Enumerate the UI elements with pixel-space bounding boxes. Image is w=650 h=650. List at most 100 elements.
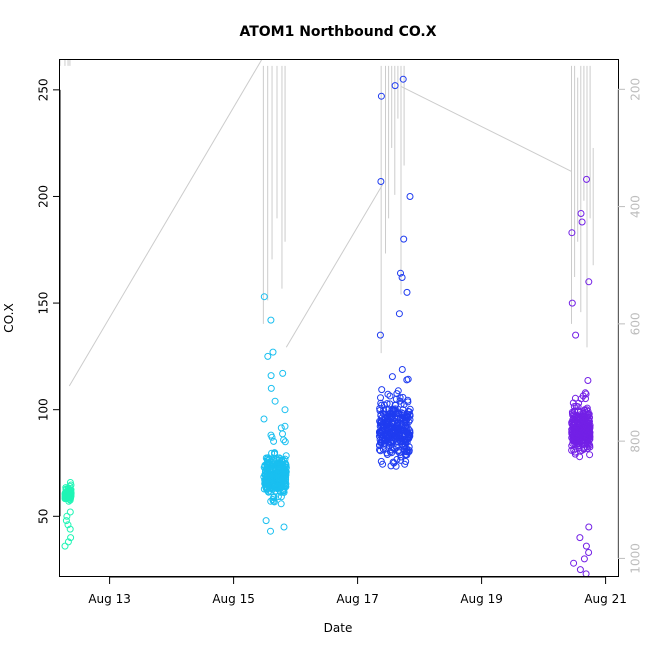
data-point — [391, 435, 399, 443]
data-point — [568, 420, 576, 428]
data-point — [578, 218, 586, 226]
y2-axis: 200 400 600 800 1000 — [617, 78, 643, 574]
data-point — [403, 425, 411, 433]
data-point — [266, 475, 274, 483]
data-point — [385, 429, 393, 437]
data-point — [64, 490, 72, 498]
data-point — [404, 434, 412, 442]
data-point — [280, 523, 288, 531]
data-point — [398, 274, 406, 281]
data-point — [573, 429, 581, 437]
data-point — [585, 278, 593, 286]
data-point — [267, 384, 275, 392]
data-point — [404, 448, 412, 456]
data-point — [576, 534, 584, 542]
data-point — [278, 473, 285, 481]
data-point — [395, 310, 403, 318]
data-point — [386, 392, 394, 400]
data-point — [586, 451, 594, 459]
data-point — [376, 405, 384, 412]
data-point — [394, 447, 402, 455]
data-point — [404, 411, 412, 419]
data-point — [282, 475, 290, 483]
data-point — [282, 471, 290, 479]
data-point — [264, 454, 272, 462]
data-point — [404, 430, 411, 438]
data-point — [576, 447, 584, 455]
data-point — [398, 366, 406, 373]
data-point — [388, 407, 396, 414]
data-point — [260, 293, 268, 301]
data-point — [393, 424, 400, 432]
data-point — [392, 438, 400, 446]
data-point — [571, 394, 579, 402]
y2-tick-label: 400 — [629, 195, 643, 218]
data-point — [279, 456, 287, 464]
data-point — [391, 82, 399, 90]
data-point — [377, 457, 385, 465]
data-point — [400, 401, 408, 408]
data-point — [376, 446, 383, 454]
data-point — [261, 480, 269, 488]
data-point — [382, 417, 390, 425]
data-point — [582, 416, 590, 424]
data-point — [392, 432, 400, 439]
data-point — [577, 210, 585, 217]
x-tick-label: Aug 21 — [584, 592, 627, 606]
data-point — [575, 444, 583, 452]
y2-tick-label: 600 — [629, 312, 643, 335]
data-point — [581, 432, 589, 440]
data-point — [277, 482, 285, 490]
data-point — [574, 407, 582, 415]
data-point — [260, 415, 268, 423]
data-point — [279, 430, 286, 438]
y2-tick-label: 200 — [629, 78, 643, 101]
data-point — [262, 517, 270, 525]
data-point — [66, 525, 74, 533]
overlay-line — [400, 85, 572, 172]
data-point — [260, 463, 268, 471]
data-point — [585, 523, 593, 531]
x-axis: Aug 13 Aug 15 Aug 17 Aug 19 Aug 21 — [88, 576, 627, 606]
overlay-line — [285, 184, 383, 348]
data-point — [580, 445, 588, 453]
data-point — [280, 467, 288, 474]
data-point — [267, 431, 275, 439]
data-point — [281, 460, 289, 468]
data-point — [569, 411, 577, 419]
data-point — [388, 436, 395, 444]
data-point — [404, 396, 412, 404]
data-point — [265, 456, 273, 464]
data-point — [388, 449, 396, 457]
data-point — [276, 481, 284, 488]
x-axis-label: Date — [324, 621, 353, 635]
data-point — [574, 419, 582, 427]
data-point — [393, 390, 401, 398]
data-point — [66, 508, 74, 516]
data-point — [277, 493, 285, 501]
data-point — [281, 472, 289, 480]
data-point — [271, 397, 279, 405]
data-point — [571, 427, 579, 435]
data-point — [391, 405, 399, 413]
data-point — [281, 422, 289, 430]
data-point — [403, 376, 411, 384]
data-point — [267, 527, 274, 535]
data-point — [376, 442, 383, 450]
data-point — [64, 521, 72, 529]
data-point — [582, 390, 590, 398]
y-tick-label: 200 — [37, 185, 51, 208]
data-point — [582, 542, 590, 550]
data-point — [581, 389, 589, 397]
data-point — [388, 373, 396, 381]
data-point — [584, 377, 592, 384]
data-point — [580, 555, 588, 563]
data-point — [399, 75, 407, 83]
data-point — [402, 458, 410, 465]
data-point — [269, 485, 277, 493]
plot-frame — [59, 59, 619, 577]
data-point — [568, 229, 576, 237]
data-point — [380, 401, 388, 409]
y-axis-label: CO.X — [2, 303, 16, 332]
data-point — [383, 414, 391, 421]
